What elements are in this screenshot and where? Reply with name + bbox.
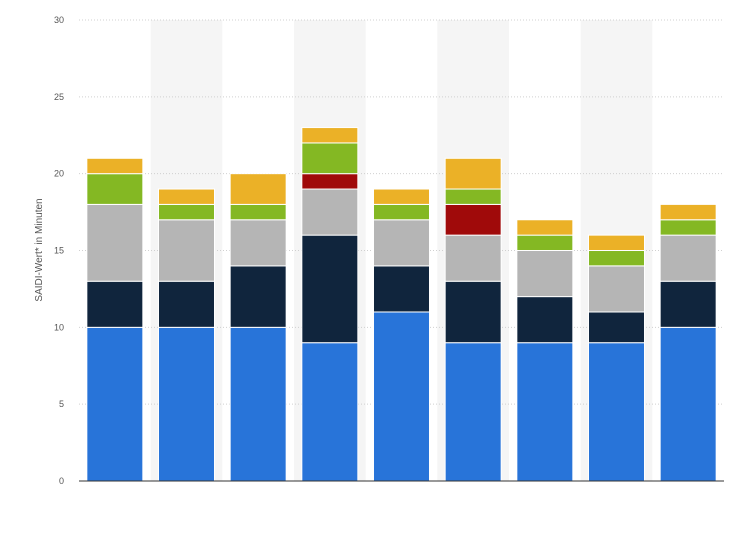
- bar-segment[interactable]: [444, 342, 502, 482]
- bar-segment[interactable]: [229, 326, 287, 482]
- bar-segment[interactable]: [516, 219, 574, 236]
- bar-segment[interactable]: [86, 280, 144, 328]
- y-tick-label: 0: [59, 476, 64, 486]
- bars: [86, 127, 717, 482]
- y-tick-label: 30: [54, 15, 64, 25]
- bar-segment[interactable]: [444, 157, 502, 190]
- y-axis-label: SAIDI-Wert* in Minuten: [34, 198, 45, 301]
- bar-segment[interactable]: [588, 250, 645, 267]
- bar-segment[interactable]: [158, 219, 215, 282]
- bar-segment[interactable]: [516, 250, 574, 298]
- bar-segment[interactable]: [516, 234, 574, 251]
- bar-segment[interactable]: [588, 234, 645, 251]
- bar-segment[interactable]: [516, 342, 574, 482]
- bar-segment[interactable]: [301, 188, 359, 236]
- bar-segment[interactable]: [373, 311, 430, 482]
- bar-segment[interactable]: [373, 188, 430, 205]
- y-tick-label: 10: [54, 322, 64, 332]
- bar-segment[interactable]: [301, 173, 359, 190]
- bar-segment[interactable]: [659, 234, 717, 282]
- bar-segment[interactable]: [86, 203, 144, 282]
- bar-segment[interactable]: [588, 311, 645, 344]
- bar-segment[interactable]: [158, 326, 215, 482]
- bar-segment[interactable]: [301, 342, 359, 482]
- bar-segment[interactable]: [86, 326, 144, 482]
- bar-segment[interactable]: [301, 234, 359, 344]
- y-tick-label: 20: [54, 169, 64, 179]
- bar-segment[interactable]: [229, 219, 287, 267]
- bar-segment[interactable]: [588, 265, 645, 313]
- bar-segment[interactable]: [229, 203, 287, 221]
- bar-segment[interactable]: [373, 203, 430, 221]
- bar-segment[interactable]: [659, 280, 717, 328]
- bar-segment[interactable]: [659, 219, 717, 236]
- bar-segment[interactable]: [86, 157, 144, 175]
- bar-segment[interactable]: [229, 265, 287, 328]
- bar-segment[interactable]: [158, 203, 215, 221]
- bar-segment[interactable]: [444, 188, 502, 205]
- y-tick-label: 25: [54, 92, 64, 102]
- bar-segment[interactable]: [444, 280, 502, 344]
- bar-segment[interactable]: [444, 234, 502, 282]
- bar-segment[interactable]: [373, 219, 430, 267]
- bar-segment[interactable]: [373, 265, 430, 313]
- bar-segment[interactable]: [588, 342, 645, 482]
- bar-segment[interactable]: [301, 127, 359, 144]
- bar-segment[interactable]: [158, 280, 215, 328]
- bar-segment[interactable]: [158, 188, 215, 205]
- y-tick-label: 15: [54, 246, 64, 256]
- bar-segment[interactable]: [229, 173, 287, 205]
- bar-segment[interactable]: [86, 173, 144, 205]
- bar-segment[interactable]: [659, 203, 717, 221]
- bar-segment[interactable]: [659, 326, 717, 482]
- bar-segment[interactable]: [301, 142, 359, 175]
- bar-segment[interactable]: [516, 296, 574, 344]
- y-tick-label: 5: [59, 399, 64, 409]
- bar-segment[interactable]: [444, 203, 502, 236]
